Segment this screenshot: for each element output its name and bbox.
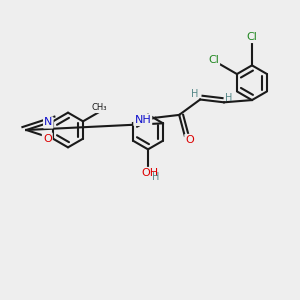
Text: H: H (152, 172, 160, 182)
Text: NH: NH (134, 115, 151, 125)
Text: Cl: Cl (208, 55, 219, 65)
Text: CH₃: CH₃ (91, 103, 106, 112)
Text: H: H (191, 88, 199, 98)
Text: H: H (225, 93, 233, 103)
Text: O: O (43, 134, 52, 143)
Text: N: N (44, 118, 52, 128)
Text: Cl: Cl (247, 32, 257, 42)
Text: OH: OH (141, 168, 159, 178)
Text: O: O (185, 135, 194, 145)
